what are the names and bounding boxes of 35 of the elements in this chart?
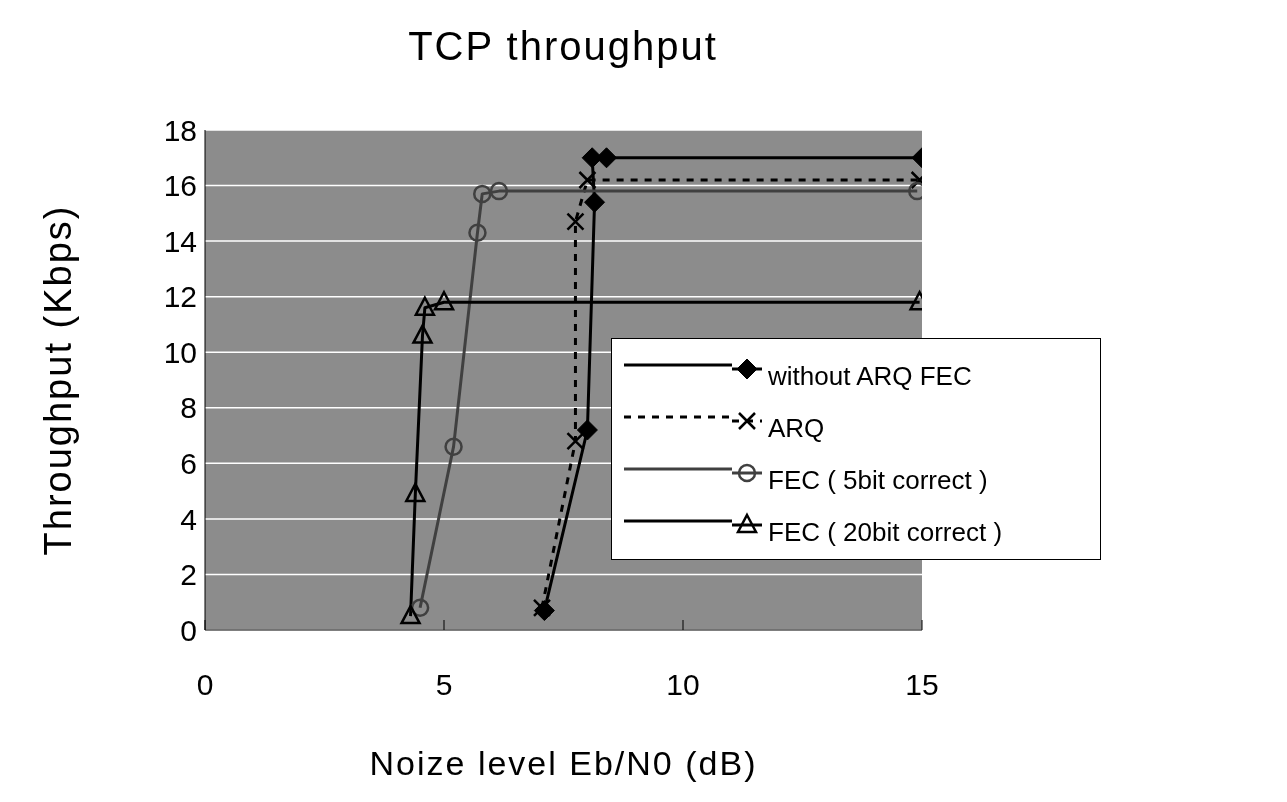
y-tick-label: 10 bbox=[163, 335, 197, 369]
y-tick-label: 12 bbox=[163, 280, 197, 314]
point bbox=[412, 324, 433, 344]
point bbox=[584, 191, 606, 213]
y-tick-label: 4 bbox=[180, 502, 197, 536]
point bbox=[576, 419, 598, 441]
y-tick-label: 16 bbox=[163, 169, 197, 203]
legend-label: without ARQ FEC bbox=[768, 361, 972, 391]
y-tick-label: 2 bbox=[180, 558, 197, 592]
point bbox=[596, 147, 618, 169]
legend-label: FEC ( 5bit correct ) bbox=[768, 465, 988, 495]
legend-label: ARQ bbox=[768, 413, 825, 443]
point bbox=[489, 181, 509, 201]
chart-title: TCP throughput bbox=[407, 24, 719, 69]
point bbox=[566, 212, 585, 231]
y-tick-label: 8 bbox=[180, 391, 197, 425]
point bbox=[566, 431, 585, 451]
point bbox=[468, 223, 487, 243]
point bbox=[414, 296, 436, 317]
y-tick-label: 6 bbox=[180, 446, 197, 480]
y-tick-label: 14 bbox=[163, 224, 197, 258]
y-tick-label: 0 bbox=[180, 613, 197, 647]
point bbox=[400, 604, 421, 625]
x-tick-label: 5 bbox=[435, 668, 453, 702]
point bbox=[405, 482, 426, 503]
point bbox=[578, 170, 597, 190]
x-tick-label: 10 bbox=[666, 668, 700, 702]
y-axis-title: Throughput (Kbps) bbox=[37, 204, 80, 556]
x-tick-label: 15 bbox=[905, 668, 939, 702]
legend-label: FEC ( 20bit correct ) bbox=[768, 517, 1003, 547]
x-axis-title: Noize level Eb/N0 (dB) bbox=[369, 744, 758, 782]
point bbox=[444, 437, 463, 456]
y-tick-label: 18 bbox=[163, 113, 197, 147]
point bbox=[433, 290, 455, 311]
point bbox=[472, 184, 492, 204]
